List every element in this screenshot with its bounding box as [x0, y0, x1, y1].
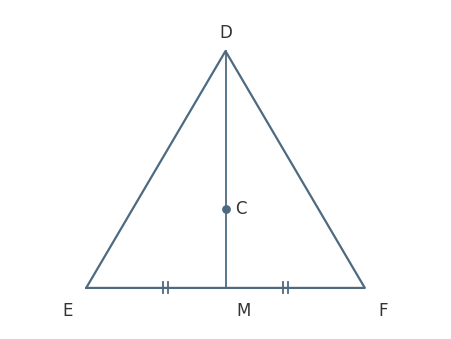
Text: C: C — [235, 200, 246, 218]
Text: D: D — [219, 24, 232, 42]
Text: M: M — [237, 302, 251, 320]
Point — [222, 206, 229, 212]
Text: F: F — [379, 302, 388, 320]
Text: E: E — [62, 302, 72, 320]
